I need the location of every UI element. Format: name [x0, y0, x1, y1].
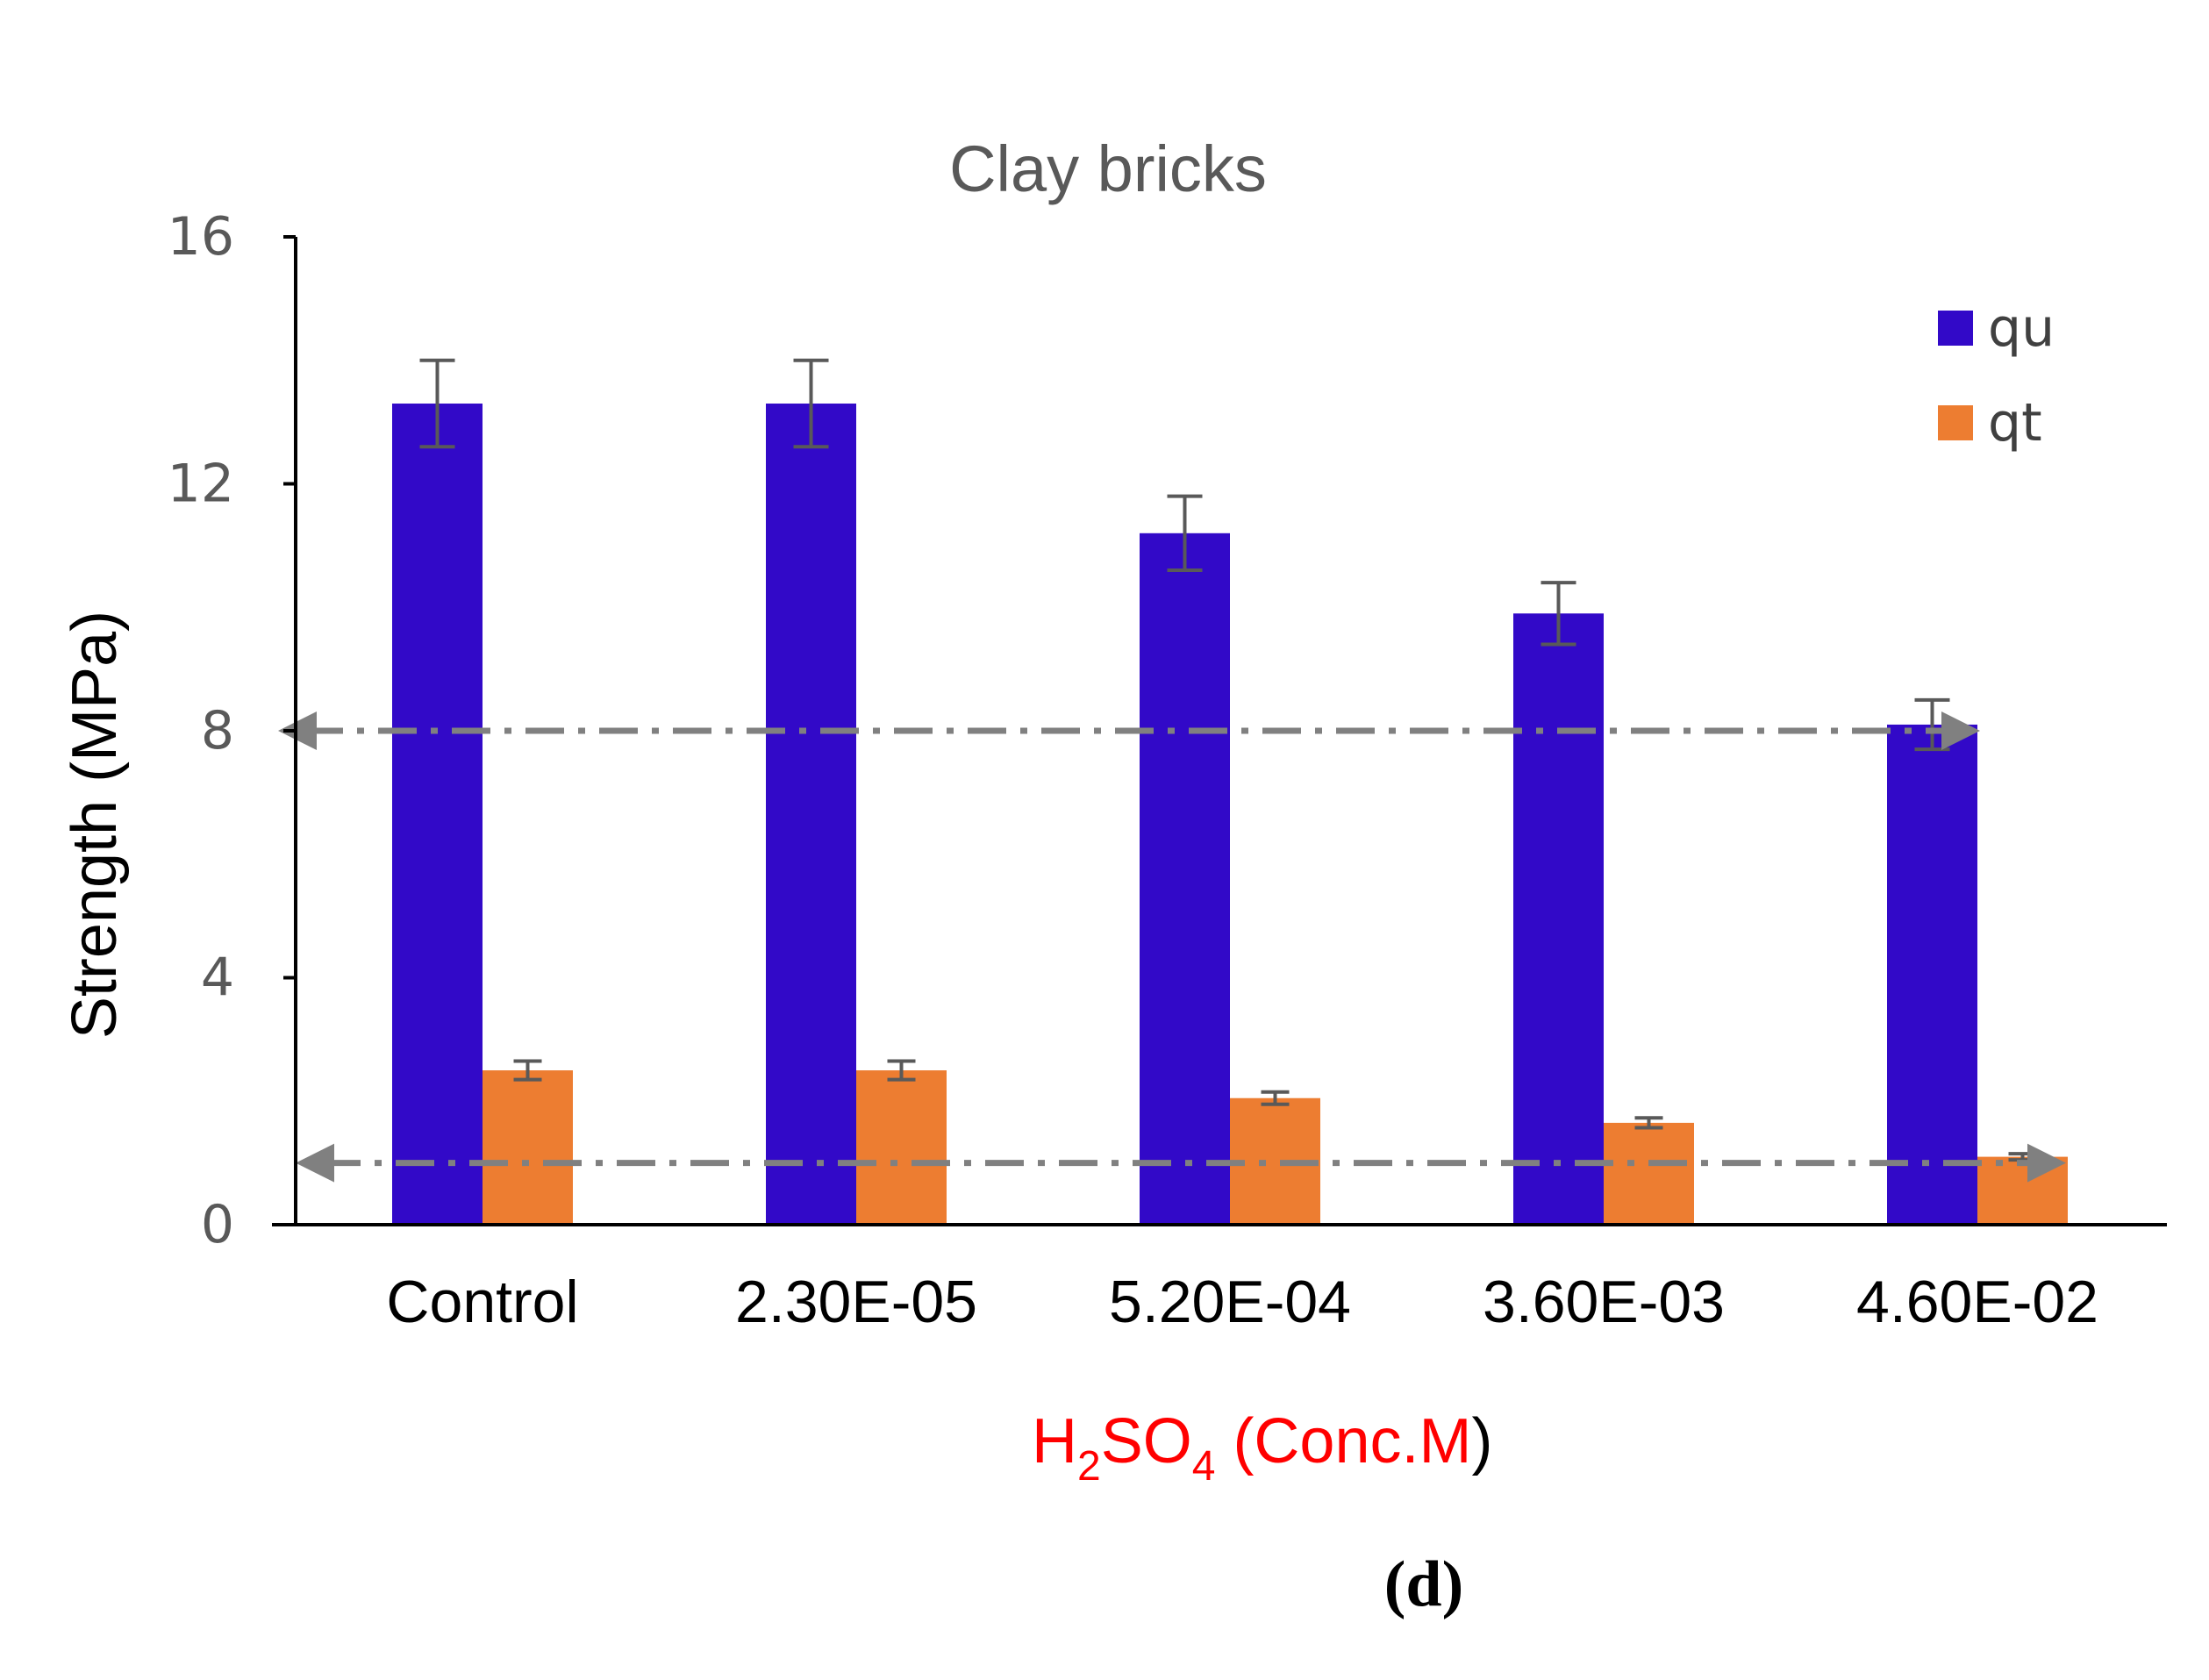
legend-swatch-qt — [1938, 405, 1973, 440]
x-axis-label-close: ) — [1471, 1406, 1492, 1476]
y-tick-label: 0 — [201, 1194, 234, 1255]
legend-label-qu: qu — [1988, 297, 2055, 359]
error-bar-qt-0 — [513, 1059, 542, 1082]
legend: qu qt — [1938, 297, 2055, 454]
x-tick-label: 4.60E-02 — [1856, 1269, 2098, 1335]
bar-qu-4 — [1887, 724, 1977, 1225]
bar-qu-1 — [766, 404, 856, 1225]
error-bar-qu-1 — [793, 358, 829, 449]
x-tick-label: 2.30E-05 — [735, 1269, 977, 1335]
x-axis-label-sub2: 4 — [1192, 1443, 1216, 1490]
reference-line-0 — [278, 711, 1980, 750]
error-bars-group — [419, 358, 2037, 1162]
error-bar-qu-2 — [1167, 494, 1203, 573]
reference-arrowhead-left — [296, 1143, 334, 1183]
error-bar-qt-2 — [1261, 1090, 1290, 1106]
x-axis-label-conc: (Conc.M — [1215, 1406, 1471, 1476]
x-tick-label: 5.20E-04 — [1109, 1269, 1351, 1335]
reference-arrowhead-right — [2027, 1143, 2066, 1183]
legend-swatch-qu — [1938, 311, 1973, 346]
bars-group — [392, 404, 2068, 1225]
error-bar-qt-1 — [887, 1059, 916, 1082]
reference-line-1 — [296, 1143, 2066, 1183]
x-tick-label: Control — [386, 1269, 578, 1335]
bar-qu-2 — [1140, 533, 1230, 1225]
bar-qt-1 — [856, 1070, 947, 1225]
legend-label-qt: qt — [1988, 392, 2042, 454]
y-tick-label: 4 — [201, 947, 234, 1009]
y-tick-label: 16 — [168, 206, 234, 268]
bar-qu-3 — [1513, 613, 1604, 1225]
bar-qt-3 — [1604, 1122, 1694, 1225]
y-tick-label: 8 — [201, 700, 234, 761]
reference-arrowhead-right — [1941, 711, 1980, 750]
x-axis-label: H2SO4 (Conc.M) — [1032, 1406, 1492, 1490]
y-ticks-group: 0 4 8 12 16 — [168, 206, 296, 1255]
error-bar-qu-3 — [1541, 581, 1576, 647]
error-bar-qu-0 — [419, 358, 455, 449]
y-tick-label: 12 — [168, 454, 234, 515]
x-axis-label-sub1: 2 — [1077, 1443, 1101, 1490]
bar-qt-0 — [483, 1070, 573, 1225]
x-ticks-group: Control 2.30E-05 5.20E-04 3.60E-03 4.60E-02 — [386, 1269, 2098, 1335]
reference-lines-group — [278, 711, 2066, 1183]
chart-title: Clay bricks — [949, 132, 1267, 205]
x-axis-label-h: H — [1032, 1406, 1077, 1476]
x-tick-label: 3.60E-03 — [1483, 1269, 1725, 1335]
panel-label: (d) — [1384, 1548, 1463, 1620]
x-axis-label-so: SO — [1101, 1406, 1192, 1476]
bar-qu-0 — [392, 404, 483, 1225]
error-bar-qu-4 — [1914, 697, 1950, 752]
error-bar-qt-3 — [1634, 1116, 1663, 1130]
y-axis-label: Strength (MPa) — [60, 611, 130, 1039]
